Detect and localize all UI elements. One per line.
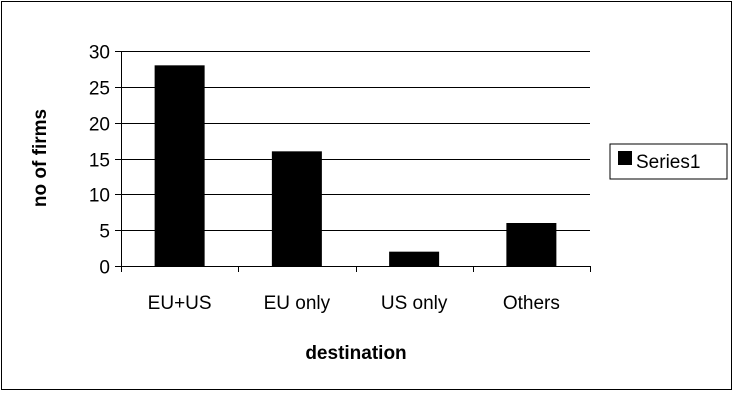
axes <box>115 51 591 272</box>
y-tick-label: 15 <box>89 151 110 172</box>
y-tick-label: 30 <box>89 43 110 64</box>
bar <box>389 251 440 266</box>
x-category-label: EU only <box>264 293 331 314</box>
bars <box>154 65 557 266</box>
chart-frame <box>1 1 732 390</box>
legend: Series1 <box>609 143 728 180</box>
y-tick-label: 25 <box>89 79 110 100</box>
y-tick-label: 0 <box>99 258 110 279</box>
y-tick-label: 5 <box>99 222 110 243</box>
y-tick-label: 20 <box>89 115 110 136</box>
y-tick-label: 10 <box>89 186 110 207</box>
bar <box>271 151 322 266</box>
legend-swatch-series1 <box>618 151 632 165</box>
legend-label-series1: Series1 <box>636 152 700 173</box>
y-tick-labels: 0 5 10 15 20 25 30 <box>89 43 110 279</box>
x-category-label: EU+US <box>148 293 212 314</box>
bar <box>154 65 205 266</box>
bar <box>506 223 557 266</box>
y-axis-title: no of firms <box>30 109 51 207</box>
x-category-label: Others <box>503 293 560 314</box>
x-category-labels: EU+US EU only US only Others <box>148 293 560 314</box>
x-axis-title: destination <box>305 343 406 364</box>
x-category-label: US only <box>381 293 448 314</box>
